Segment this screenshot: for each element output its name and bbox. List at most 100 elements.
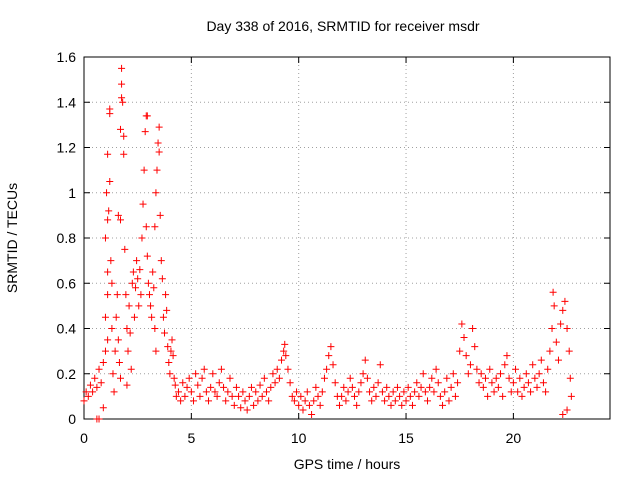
data-point bbox=[548, 325, 556, 332]
data-point bbox=[503, 352, 511, 360]
data-point bbox=[275, 374, 283, 382]
data-point bbox=[417, 383, 425, 391]
data-point bbox=[267, 383, 275, 391]
data-point bbox=[529, 361, 537, 369]
data-point bbox=[404, 383, 412, 391]
data-point bbox=[111, 347, 119, 355]
data-point bbox=[314, 392, 322, 400]
data-point bbox=[126, 329, 134, 337]
data-point bbox=[113, 291, 121, 299]
data-point bbox=[507, 388, 515, 396]
data-point bbox=[217, 365, 225, 373]
data-point bbox=[466, 361, 474, 369]
data-point bbox=[148, 313, 156, 321]
data-point bbox=[561, 297, 569, 305]
data-point bbox=[107, 257, 115, 265]
data-point bbox=[471, 343, 479, 351]
data-point bbox=[130, 313, 138, 321]
data-point bbox=[537, 356, 545, 364]
data-point bbox=[552, 338, 560, 346]
data-point bbox=[400, 388, 408, 396]
data-point bbox=[230, 401, 238, 409]
data-point bbox=[550, 302, 558, 310]
data-point bbox=[245, 392, 253, 400]
data-point bbox=[273, 365, 281, 373]
data-point bbox=[415, 392, 423, 400]
grid-lines bbox=[84, 57, 610, 419]
data-point bbox=[544, 365, 552, 373]
data-point bbox=[479, 383, 487, 391]
data-point bbox=[158, 275, 166, 283]
data-point bbox=[320, 374, 328, 382]
data-point bbox=[247, 383, 255, 391]
data-point bbox=[310, 397, 318, 405]
data-point bbox=[196, 392, 204, 400]
data-point bbox=[383, 383, 391, 391]
data-point bbox=[271, 379, 279, 387]
data-point bbox=[133, 257, 141, 265]
data-point bbox=[303, 388, 311, 396]
data-point bbox=[363, 374, 371, 382]
data-point bbox=[460, 334, 468, 342]
data-point bbox=[402, 397, 410, 405]
data-point bbox=[235, 392, 243, 400]
data-point bbox=[387, 401, 395, 409]
data-point bbox=[80, 397, 88, 405]
data-point bbox=[150, 284, 158, 292]
data-point bbox=[441, 388, 449, 396]
data-point bbox=[393, 383, 401, 391]
data-point bbox=[177, 397, 185, 405]
data-point bbox=[138, 234, 146, 242]
data-point bbox=[546, 347, 554, 355]
data-point bbox=[95, 415, 103, 423]
data-point bbox=[497, 370, 505, 378]
data-point bbox=[159, 313, 167, 321]
data-point bbox=[145, 291, 153, 299]
data-point bbox=[99, 404, 107, 412]
data-point bbox=[424, 397, 432, 405]
data-point bbox=[449, 370, 457, 378]
data-point bbox=[475, 379, 483, 387]
data-point bbox=[357, 379, 365, 387]
data-point bbox=[116, 374, 124, 382]
data-point bbox=[172, 392, 180, 400]
data-point bbox=[168, 336, 176, 344]
data-point bbox=[301, 397, 309, 405]
data-point bbox=[152, 189, 160, 197]
data-point bbox=[454, 379, 462, 387]
data-point bbox=[527, 388, 535, 396]
data-point bbox=[262, 388, 270, 396]
data-point bbox=[101, 234, 109, 242]
data-point bbox=[348, 383, 356, 391]
data-point bbox=[486, 365, 494, 373]
x-tick-labels: 0 5 10 15 20 bbox=[80, 430, 521, 446]
data-point bbox=[108, 279, 116, 287]
data-point bbox=[97, 379, 105, 387]
data-point bbox=[419, 370, 427, 378]
data-point bbox=[505, 374, 513, 382]
data-point bbox=[256, 381, 264, 389]
data-point bbox=[123, 325, 131, 332]
x-tick-label: 20 bbox=[506, 430, 522, 446]
data-point bbox=[114, 336, 122, 344]
data-point bbox=[211, 388, 219, 396]
data-point bbox=[499, 392, 507, 400]
data-point bbox=[143, 252, 151, 260]
data-point bbox=[198, 374, 206, 382]
data-point bbox=[84, 392, 92, 400]
axis-ticks bbox=[83, 56, 610, 420]
x-tick-label: 5 bbox=[187, 430, 195, 446]
data-point bbox=[361, 356, 369, 364]
data-point bbox=[456, 347, 464, 355]
data-point bbox=[108, 325, 116, 332]
data-point bbox=[518, 392, 526, 400]
data-point bbox=[284, 365, 292, 373]
data-point bbox=[129, 268, 137, 276]
data-point bbox=[359, 370, 367, 378]
data-point bbox=[101, 313, 109, 321]
data-point bbox=[329, 361, 337, 369]
chart-title: Day 338 of 2016, SRMTID for receiver msd… bbox=[206, 18, 479, 34]
data-point bbox=[269, 370, 277, 378]
y-tick-label: 1.2 bbox=[57, 140, 77, 156]
data-point bbox=[312, 383, 320, 391]
